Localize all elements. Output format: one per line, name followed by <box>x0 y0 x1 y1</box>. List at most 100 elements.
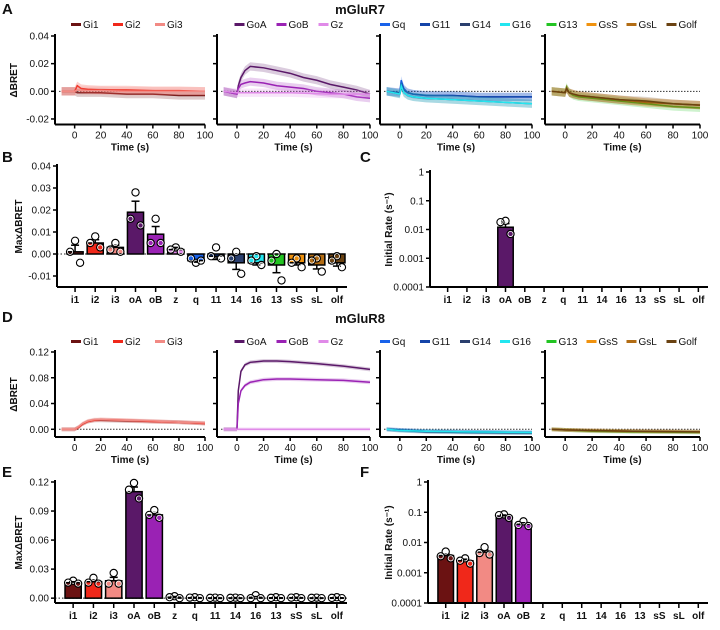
data-point <box>116 247 125 256</box>
bar <box>476 551 494 604</box>
subplot: GoA GoB Gz 0 20 40 60 80 100 Time (s) <box>213 20 379 154</box>
data-point <box>297 593 306 603</box>
data-point-halo <box>258 261 265 268</box>
data-point-halo <box>338 264 345 271</box>
category-label: i3 <box>480 611 489 622</box>
legend-item: G13 <box>546 337 578 348</box>
data-point <box>327 256 337 265</box>
data-point-halo <box>197 257 204 264</box>
data-point <box>75 258 85 267</box>
data-point <box>236 593 245 603</box>
legend-swatch <box>420 23 430 26</box>
data-point-halo <box>90 574 97 581</box>
legend-swatch <box>626 340 637 343</box>
x-tick-label: 40 <box>285 131 297 142</box>
category-label: 14 <box>230 611 242 622</box>
data-point <box>480 542 489 552</box>
y-tick-label: 0.02 <box>30 59 50 70</box>
category-label: q <box>559 611 565 622</box>
data-point-halo <box>278 277 285 284</box>
y-axis-label: ΔBRET <box>9 377 20 411</box>
legend-swatch <box>71 23 81 26</box>
legend-swatch <box>586 23 597 26</box>
data-point <box>297 263 306 272</box>
x-tick-label: 20 <box>258 443 270 454</box>
category-label: i2 <box>89 611 98 622</box>
legend-item: GoB <box>276 20 309 31</box>
data-point-halo <box>288 594 295 601</box>
data-point-halo <box>152 215 159 222</box>
data-point <box>494 510 504 520</box>
x-axis-label: Time (s) <box>437 455 475 466</box>
series-line-g16 <box>386 82 533 105</box>
figure-title-mglur8: mGluR8 <box>335 311 385 326</box>
x-tick-label: 60 <box>147 443 159 454</box>
data-point <box>111 238 120 248</box>
category-label: 16 <box>251 295 263 306</box>
data-point <box>86 238 95 248</box>
y-tick-label: 0.06 <box>30 536 50 547</box>
category-label: i2 <box>463 295 472 306</box>
bar-group-oA <box>124 478 144 599</box>
category-label: 13 <box>270 611 282 622</box>
category-label: sL <box>673 295 685 306</box>
data-point <box>185 593 195 602</box>
data-point-halo <box>237 595 244 602</box>
data-point <box>332 252 342 261</box>
series-line-gi3 <box>61 89 205 93</box>
data-point <box>455 556 465 565</box>
legend-swatch <box>155 340 165 343</box>
panel-d: Gi1 Gi2 Gi3 0.00 0.04 0.08 0.12 0 20 40 60 80 100 Tim… <box>9 337 709 466</box>
data-point <box>446 554 455 563</box>
y-tick-label: 0.00 <box>30 425 50 436</box>
data-point <box>231 593 240 602</box>
data-point <box>150 505 159 515</box>
bar-group-16 <box>247 252 266 270</box>
legend-label: G14 <box>472 20 491 31</box>
bar-group-11 <box>205 593 225 603</box>
legend-swatch <box>113 23 123 26</box>
category-label: i3 <box>482 295 491 306</box>
x-tick-label: 0 <box>562 443 568 454</box>
data-point-halo <box>146 511 153 518</box>
data-point-halo <box>112 239 119 246</box>
x-axis-label: Time (s) <box>274 143 312 154</box>
data-point-halo <box>65 579 72 586</box>
data-point <box>84 578 93 587</box>
legend-swatch <box>380 23 390 26</box>
data-point-halo <box>507 230 514 237</box>
x-axis-label: Time (s) <box>111 143 149 154</box>
legend-swatch <box>318 340 329 343</box>
data-point <box>165 592 174 602</box>
panel-c: i1 i2 i3 oA oB z q 11 14 16 13 sS sL olf 0.0001 0.001 0.… <box>384 168 708 306</box>
x-tick-label: 80 <box>500 443 512 454</box>
y-axis-label: Initial Rate (s⁻¹) <box>384 505 395 579</box>
series-line-gz <box>223 90 370 95</box>
data-point-halo <box>495 512 502 519</box>
data-point <box>205 593 215 603</box>
legend-label: Golf <box>679 20 698 31</box>
data-point <box>524 521 533 531</box>
x-tick-label: 60 <box>474 443 486 454</box>
data-point-halo <box>166 594 173 601</box>
data-point <box>210 593 220 602</box>
category-label: oB <box>518 295 531 306</box>
data-point-halo <box>177 248 184 255</box>
legend-label: G13 <box>559 337 578 348</box>
legend-item: Gi2 <box>113 337 141 348</box>
data-point-halo <box>293 255 300 262</box>
legend-label: GoB <box>289 20 309 31</box>
data-point <box>195 593 205 603</box>
data-point <box>109 568 118 578</box>
data-point-halo <box>97 244 104 251</box>
data-point-halo <box>87 239 94 246</box>
category-label: olf <box>692 295 705 306</box>
data-point <box>226 593 235 603</box>
y-tick-label: 0.12 <box>30 348 50 359</box>
legend-label: G13 <box>559 20 578 31</box>
y-tick-label: 0.08 <box>30 373 50 384</box>
data-point <box>292 254 301 263</box>
data-point <box>114 579 123 588</box>
data-point <box>267 256 276 265</box>
category-label: q <box>192 611 198 622</box>
